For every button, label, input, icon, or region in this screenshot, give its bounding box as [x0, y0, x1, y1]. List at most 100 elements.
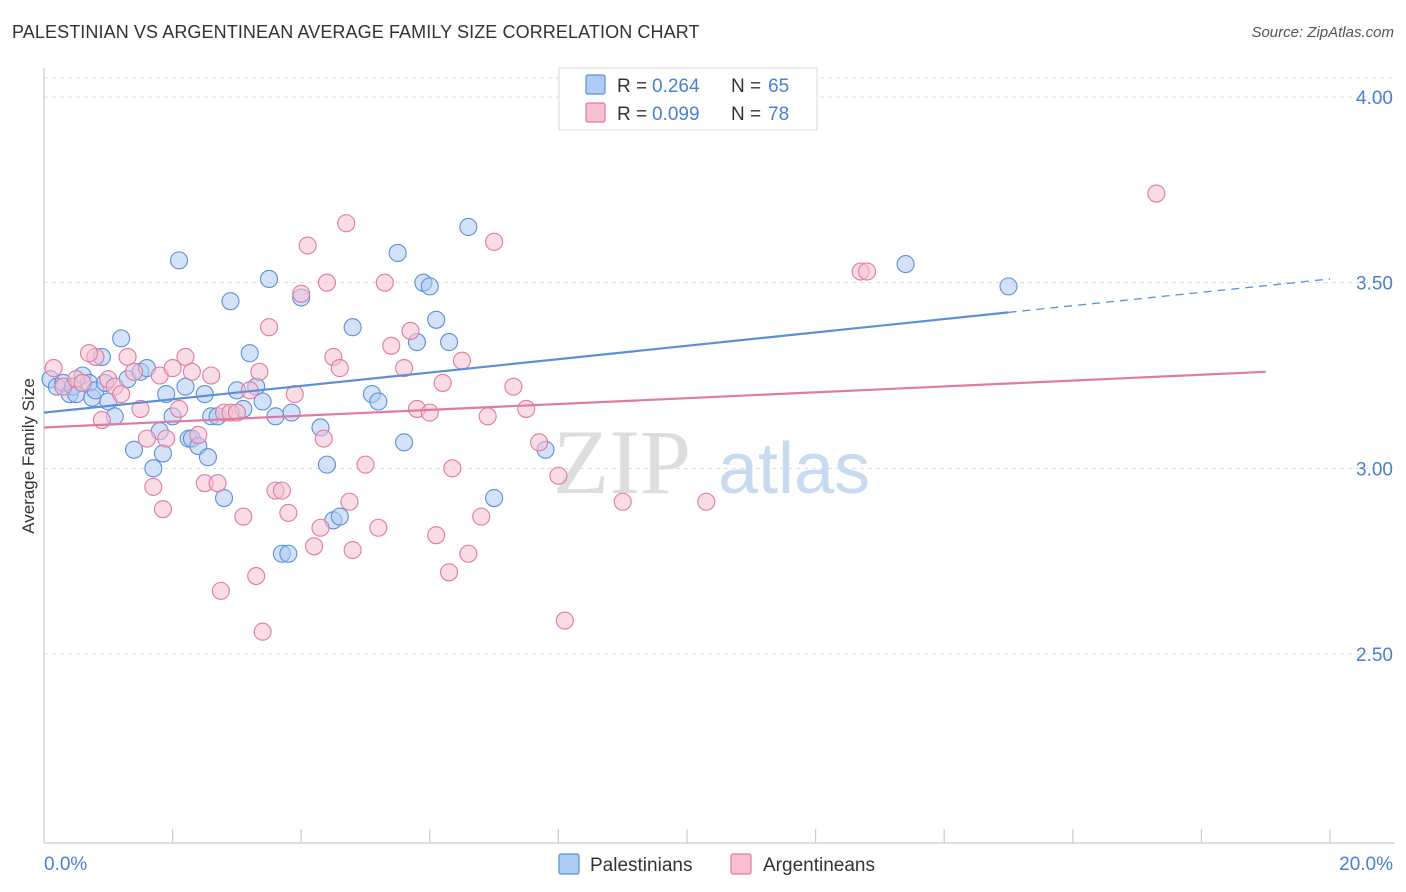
point-argentineans-29	[234, 507, 253, 526]
bottom-legend-palestinians: Palestinians	[590, 855, 692, 876]
point-argentineans-66	[517, 399, 536, 418]
chart-title: PALESTINIAN VS ARGENTINEAN AVERAGE FAMIL…	[12, 22, 700, 42]
point-palestinians-58	[440, 333, 459, 352]
point-argentineans-35	[272, 481, 291, 500]
point-argentineans-44	[330, 359, 349, 378]
point-palestinians-29	[195, 385, 214, 404]
y-tick-label-1: 3.00	[1356, 459, 1393, 480]
point-argentineans-74	[1147, 184, 1166, 203]
bottom-legend-swatch-palestinians	[558, 853, 580, 875]
point-argentineans-32	[253, 622, 272, 641]
point-palestinians-61	[485, 488, 504, 508]
y-tick-label-3: 4.00	[1356, 88, 1393, 109]
trend-line-palestinians-extension	[1008, 278, 1331, 314]
point-argentineans-17	[163, 359, 182, 378]
point-argentineans-11	[131, 399, 150, 418]
point-argentineans-63	[478, 407, 497, 426]
point-argentineans-10	[124, 362, 144, 381]
point-argentineans-68	[549, 466, 568, 485]
point-palestinians-22	[157, 385, 176, 404]
point-argentineans-23	[202, 366, 221, 385]
legend-box: R = 0.264 N = 65 R = 0.099 N = 78	[558, 67, 818, 131]
y-tick-label-2: 3.50	[1356, 274, 1393, 295]
point-argentineans-57	[433, 373, 452, 392]
legend-n-label-2: N =	[731, 104, 761, 125]
data-points	[41, 184, 1166, 641]
point-argentineans-70	[613, 492, 632, 511]
point-palestinians-24	[169, 251, 189, 270]
point-argentineans-8	[112, 385, 131, 404]
point-palestinians-39	[253, 392, 272, 411]
point-argentineans-51	[382, 336, 401, 355]
point-argentineans-48	[356, 455, 375, 474]
x-tick-marks	[172, 829, 1331, 843]
point-palestinians-64	[999, 277, 1018, 296]
point-argentineans-13	[144, 477, 163, 496]
point-argentineans-75	[317, 273, 336, 292]
point-palestinians-60	[459, 217, 478, 237]
point-palestinians-43	[279, 544, 298, 563]
legend-r-value-1: 0.264	[652, 76, 700, 97]
point-palestinians-52	[369, 392, 388, 411]
point-argentineans-21	[189, 425, 208, 444]
point-palestinians-50	[343, 318, 362, 337]
point-argentineans-69	[555, 611, 574, 630]
point-argentineans-36	[279, 503, 298, 522]
point-argentineans-16	[157, 429, 176, 448]
point-argentineans-50	[375, 273, 394, 292]
legend-r-label-2: R =	[617, 104, 647, 125]
watermark-atlas: atlas	[718, 429, 870, 509]
point-argentineans-15	[153, 500, 173, 519]
legend-swatch-argentineans	[585, 102, 606, 123]
point-palestinians-30	[198, 448, 218, 467]
point-palestinians-19	[144, 459, 163, 478]
point-argentineans-45	[337, 214, 356, 233]
point-argentineans-46	[340, 492, 359, 511]
point-palestinians-49	[330, 507, 349, 526]
point-argentineans-12	[137, 429, 156, 448]
point-palestinians-16	[124, 440, 144, 459]
point-palestinians-56	[420, 277, 439, 296]
point-argentineans-71	[697, 492, 716, 511]
point-argentineans-33	[259, 318, 279, 337]
point-argentineans-31	[247, 566, 266, 586]
point-argentineans-67	[530, 433, 549, 452]
point-argentineans-28	[227, 403, 246, 422]
point-palestinians-21	[153, 444, 173, 463]
point-argentineans-64	[485, 232, 504, 251]
point-argentineans-38	[292, 284, 311, 303]
point-palestinians-44	[282, 403, 301, 422]
gridlines	[44, 77, 1395, 655]
point-argentineans-39	[298, 236, 317, 255]
point-argentineans-73	[857, 262, 877, 281]
point-argentineans-65	[504, 377, 523, 396]
point-argentineans-3	[73, 373, 92, 392]
x-tick-label-min: 0.0%	[44, 854, 87, 875]
point-argentineans-53	[401, 321, 420, 340]
point-argentineans-25	[211, 581, 230, 600]
point-argentineans-60	[452, 351, 472, 370]
point-argentineans-61	[459, 544, 478, 563]
point-argentineans-47	[343, 540, 362, 560]
trend-lines	[43, 278, 1331, 429]
point-palestinians-14	[112, 329, 131, 348]
point-argentineans-77	[79, 344, 99, 363]
point-palestinians-34	[221, 292, 240, 311]
point-argentineans-49	[369, 518, 388, 537]
legend-swatch-palestinians	[585, 74, 606, 95]
y-axis-label: Average Family Size	[19, 378, 38, 534]
legend-r-value-2: 0.099	[652, 104, 700, 125]
point-argentineans-55	[420, 403, 439, 422]
point-argentineans-42	[314, 429, 333, 448]
point-palestinians-63	[896, 255, 915, 274]
point-palestinians-54	[395, 433, 414, 452]
point-argentineans-0	[44, 359, 63, 378]
legend-n-label-1: N =	[731, 76, 761, 97]
point-argentineans-24	[208, 474, 227, 493]
trend-line-argentineans	[43, 370, 1266, 429]
point-argentineans-18	[169, 399, 189, 418]
point-argentineans-56	[427, 526, 446, 545]
y-tick-label-0: 2.50	[1356, 645, 1393, 666]
point-argentineans-40	[305, 537, 324, 556]
